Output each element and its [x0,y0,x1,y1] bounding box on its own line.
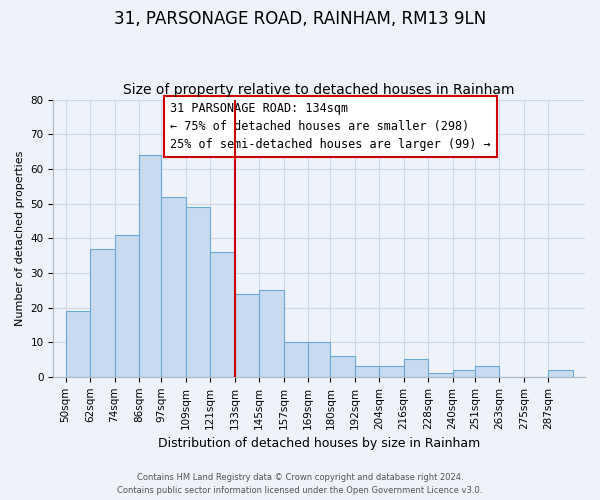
Bar [548,370,573,377]
Text: Contains HM Land Registry data © Crown copyright and database right 2024.
Contai: Contains HM Land Registry data © Crown c… [118,474,482,495]
Bar [331,356,355,377]
Bar [186,207,210,377]
Text: 31 PARSONAGE ROAD: 134sqm
← 75% of detached houses are smaller (298)
25% of semi: 31 PARSONAGE ROAD: 134sqm ← 75% of detac… [170,102,491,152]
Text: 31, PARSONAGE ROAD, RAINHAM, RM13 9LN: 31, PARSONAGE ROAD, RAINHAM, RM13 9LN [114,10,486,28]
Bar [475,366,499,377]
Bar [235,294,259,377]
Bar [404,360,428,377]
Bar [428,374,452,377]
Bar [379,366,404,377]
Bar [452,370,475,377]
Bar [139,155,161,377]
Bar [161,196,186,377]
Bar [90,248,115,377]
Bar [210,252,235,377]
X-axis label: Distribution of detached houses by size in Rainham: Distribution of detached houses by size … [158,437,481,450]
Title: Size of property relative to detached houses in Rainham: Size of property relative to detached ho… [124,83,515,97]
Bar [308,342,331,377]
Bar [65,311,90,377]
Bar [259,290,284,377]
Bar [115,234,139,377]
Bar [355,366,379,377]
Bar [284,342,308,377]
Y-axis label: Number of detached properties: Number of detached properties [15,150,25,326]
